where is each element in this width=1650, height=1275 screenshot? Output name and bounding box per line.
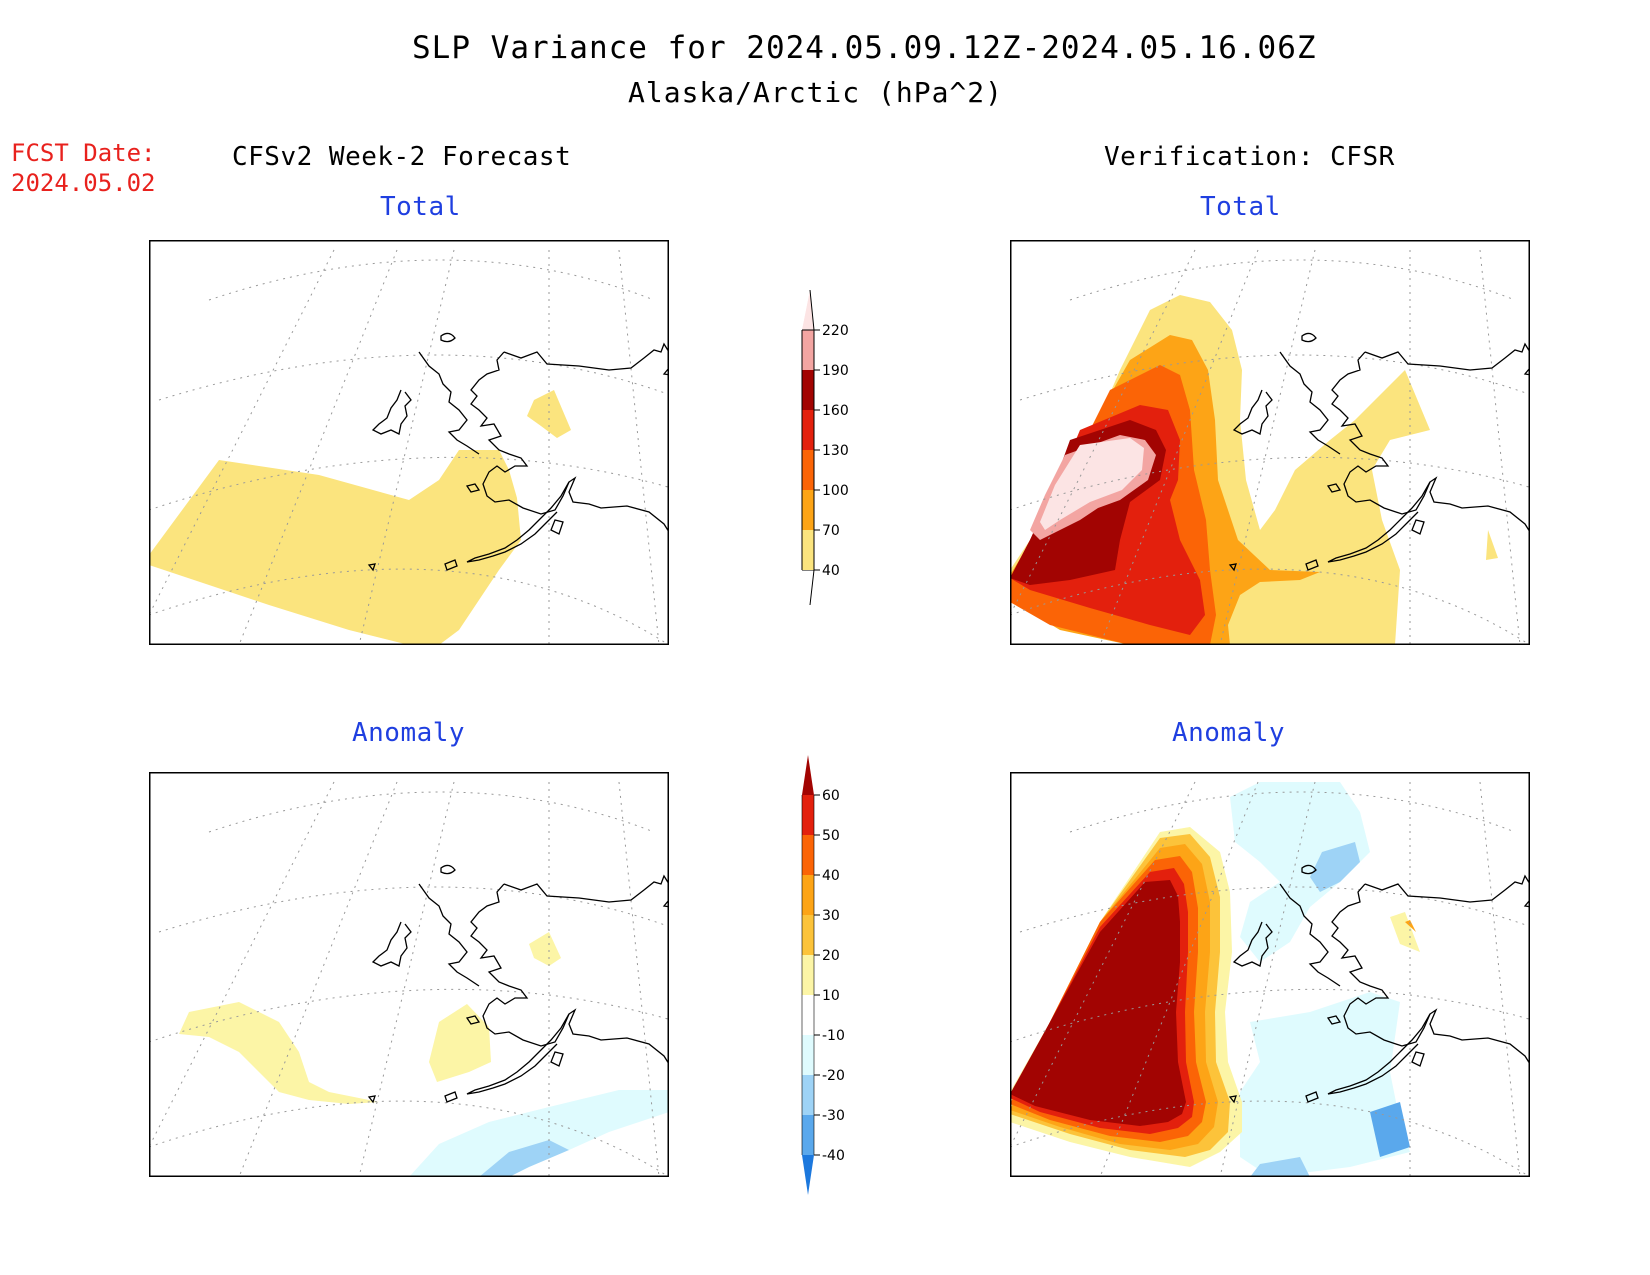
colorbar-anomaly-label: -30 <box>822 1108 845 1124</box>
colorbar-anomaly-label: 30 <box>822 908 840 924</box>
anom-neg10-b <box>1240 992 1410 1177</box>
colorbar-anomaly: 60 50 40 30 20 10 -10 -20 -30 -40 <box>801 755 845 1195</box>
map-forecast-anomaly <box>149 772 669 1177</box>
map-verification-total <box>1010 240 1530 645</box>
fcst-date-value: 2024.05.02 <box>11 169 156 197</box>
colorbar-anomaly-block <box>802 795 814 835</box>
colorbar-anomaly-label: 60 <box>822 788 840 804</box>
colorbar-total-label: 100 <box>822 483 849 499</box>
anom-neg10-a <box>1230 782 1370 962</box>
figure-subtitle: Alaska/Arctic (hPa^2) <box>628 76 1004 109</box>
panel-title-forecast-total: Total <box>380 192 461 222</box>
colorbar-anomaly-block <box>802 915 814 955</box>
colorbar-anomaly-label: -10 <box>822 1028 845 1044</box>
map-forecast-total <box>149 240 669 645</box>
shade-220 <box>1040 438 1144 530</box>
panel-title-verification-total: Total <box>1200 192 1281 222</box>
colorbar-anomaly-label: 10 <box>822 988 840 1004</box>
anom-10-20-a <box>179 1002 379 1104</box>
anom-60 <box>1010 880 1186 1126</box>
anom-neg10 <box>409 1090 669 1177</box>
anom-neg20-b <box>1370 1102 1410 1157</box>
colorbar-total-low-tip <box>802 569 815 606</box>
right-column-header: Verification: CFSR <box>1104 142 1395 172</box>
anom-neg20 <box>479 1140 569 1177</box>
shade-40-70-b <box>527 390 571 438</box>
colorbar-total-high-tip <box>802 289 815 331</box>
figure-title: SLP Variance for 2024.05.09.12Z-2024.05.… <box>412 30 1317 66</box>
shade-40-b <box>1486 530 1498 560</box>
anom-pos-small-b <box>1405 920 1416 932</box>
colorbar-anomaly-block <box>802 995 814 1035</box>
colorbar-anomaly-low-tip <box>802 1155 814 1195</box>
anom-10-20-c <box>529 932 561 966</box>
left-column-header: CFSv2 Week-2 Forecast <box>232 142 572 172</box>
colorbar-total-label: 190 <box>822 363 849 379</box>
colorbar-total-block <box>802 370 814 410</box>
colorbar-anomaly-block <box>802 875 814 915</box>
colorbar-anomaly-block <box>802 835 814 875</box>
anom-neg20-a <box>1310 842 1360 892</box>
colorbar-total-block <box>802 330 814 370</box>
colorbar-anomaly-block <box>802 1035 814 1075</box>
panel-title-verification-anomaly: Anomaly <box>1172 718 1286 748</box>
fcst-date-label: FCST Date: <box>11 139 156 167</box>
colorbar-total-label: 220 <box>822 323 849 339</box>
map-verification-anomaly <box>1010 772 1530 1177</box>
colorbar-anomaly-high-tip <box>802 755 814 795</box>
colorbar-total-label: 40 <box>822 563 840 579</box>
colorbar-total: 40 70 100 130 160 190 220 <box>801 289 849 606</box>
colorbar-total-block <box>802 490 814 530</box>
colorbar-anomaly-block <box>802 1115 814 1155</box>
colorbar-total-block <box>802 410 814 450</box>
colorbar-anomaly-label: 40 <box>822 868 840 884</box>
anom-pos-small <box>1390 912 1420 952</box>
colorbar-total-label: 130 <box>822 443 849 459</box>
colorbar-anomaly-block <box>802 1075 814 1115</box>
colorbar-anomaly-label: 50 <box>822 828 840 844</box>
colorbar-total-block <box>802 530 814 570</box>
colorbar-anomaly-label: 20 <box>822 948 840 964</box>
colorbar-total-label: 160 <box>822 403 849 419</box>
colorbar-total-label: 70 <box>822 523 840 539</box>
shade-40-70 <box>149 450 521 645</box>
colorbar-anomaly-block <box>802 955 814 995</box>
colorbar-anomaly-label: -40 <box>822 1148 845 1164</box>
colorbar-total-block <box>802 450 814 490</box>
anom-neg20-c <box>1250 1157 1310 1177</box>
panel-title-forecast-anomaly: Anomaly <box>352 718 466 748</box>
colorbar-anomaly-label: -20 <box>822 1068 845 1084</box>
